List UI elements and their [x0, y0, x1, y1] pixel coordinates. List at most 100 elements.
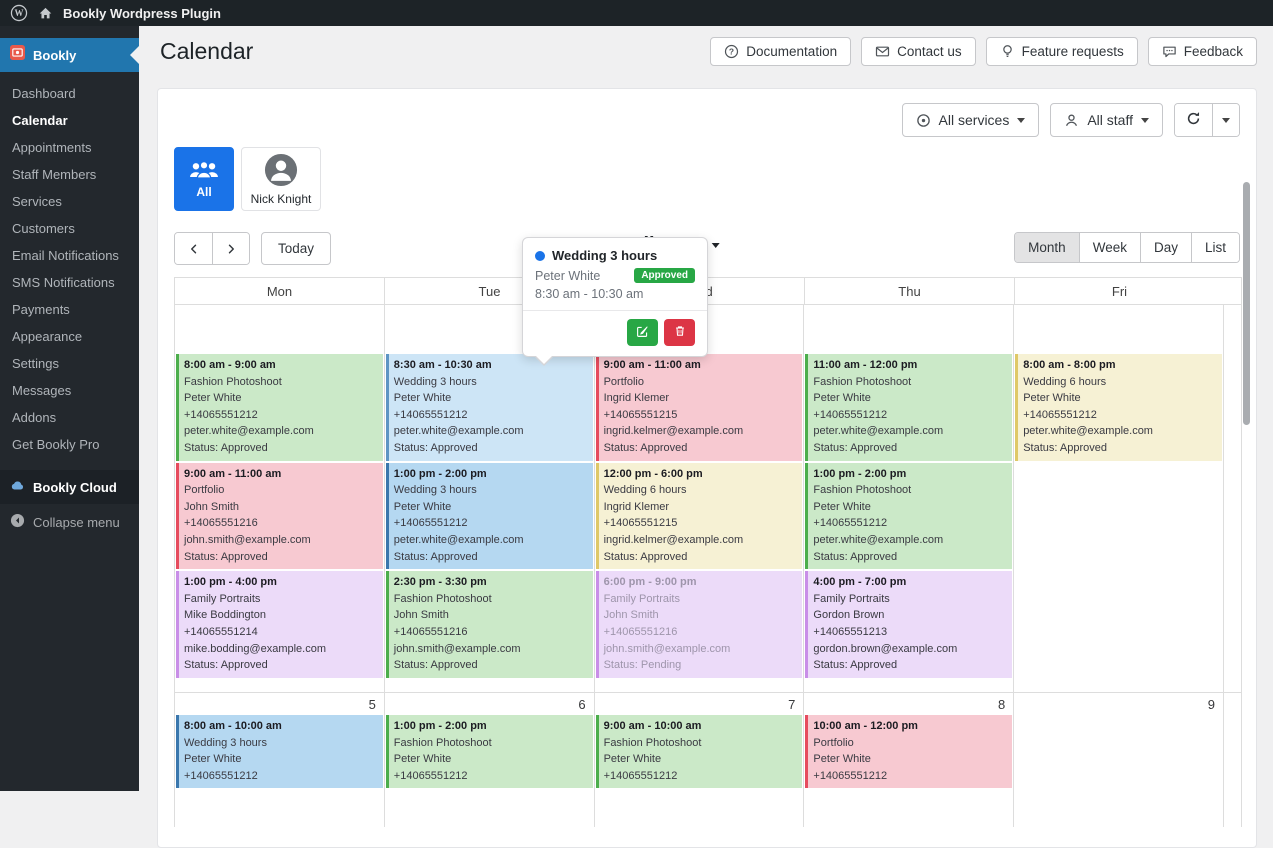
- event-customer: John Smith: [393, 609, 449, 622]
- day-cell[interactable]: 8:00 am - 8:00 pm Wedding 6 hours Peter Wh…: [1014, 305, 1224, 692]
- contact-us-button[interactable]: Contact us: [861, 37, 976, 66]
- sidebar-item-payments[interactable]: Payments: [12, 302, 70, 317]
- view-button-month[interactable]: Month: [1015, 233, 1079, 262]
- refresh-button-group: [1174, 103, 1240, 137]
- event-email: john.smith@example.com: [393, 642, 521, 655]
- calendar-event[interactable]: 4:00 pm - 7:00 pm Family Portraits Gordon …: [805, 571, 1013, 678]
- main-content: Calendar ? Documentation Contact us Feature…: [139, 26, 1273, 848]
- date-number: 9: [1207, 697, 1215, 712]
- prev-button[interactable]: [175, 233, 212, 264]
- refresh-button[interactable]: [1175, 104, 1212, 136]
- site-name[interactable]: Bookly Wordpress Plugin: [63, 5, 221, 21]
- sidebar-item-settings[interactable]: Settings: [12, 356, 59, 371]
- sidebar-item-addons[interactable]: Addons: [12, 410, 57, 425]
- day-cell[interactable]: 9:00 am - 11:00 am Portfolio Ingrid Klemer…: [595, 305, 805, 692]
- calendar-event[interactable]: 1:00 pm - 2:00 pm Fashion Photoshoot Peter…: [385, 715, 593, 789]
- sidebar-item-bookly-cloud[interactable]: Bookly Cloud: [0, 470, 139, 504]
- sidebar-item-customers[interactable]: Customers: [12, 221, 75, 236]
- today-button[interactable]: Today: [261, 232, 332, 265]
- day-cell[interactable]: 8 10:00 am - 12:00 pm Portfolio Peter White…: [804, 693, 1015, 827]
- event-customer: Ingrid Klemer: [603, 392, 670, 405]
- day-cell[interactable]: 8:00 am - 9:00 am Fashion Photoshoot Peter…: [175, 305, 385, 692]
- day-cell[interactable]: 5 8:00 am - 10:00 am Wedding 3 hours Peter …: [175, 693, 385, 827]
- admin-sidebar: Bookly Dashboard Calendar Appointments Staf…: [0, 26, 139, 791]
- event-customer: Gordon Brown: [813, 609, 885, 622]
- refresh-options-button[interactable]: [1212, 104, 1239, 136]
- sidebar-item-appointments[interactable]: Appointments: [12, 140, 92, 155]
- event-status: Status: Approved: [813, 659, 898, 672]
- view-switcher: Month Week Day List: [1014, 232, 1240, 263]
- event-phone: +14065551212: [1023, 408, 1097, 421]
- calendar-event[interactable]: 1:00 pm - 4:00 pm Family Portraits Mike Bo…: [176, 571, 383, 678]
- day-cell[interactable]: 6 1:00 pm - 2:00 pm Fashion Photoshoot Pete…: [385, 693, 595, 827]
- calendar-event[interactable]: 1:00 pm - 2:00 pm Wedding 3 hours Peter Wh…: [385, 462, 593, 570]
- sidebar-item-get-bookly-pro[interactable]: Get Bookly Pro: [12, 437, 100, 452]
- sidebar-item-messages[interactable]: Messages: [12, 383, 72, 398]
- sidebar-item-staff-members[interactable]: Staff Members: [12, 167, 97, 182]
- view-button-list[interactable]: List: [1190, 233, 1239, 262]
- sidebar-item-calendar[interactable]: Calendar: [12, 113, 68, 128]
- event-service: Family Portraits: [184, 592, 261, 605]
- next-button[interactable]: [212, 233, 249, 264]
- staff-tab-label: Nick Knight: [250, 191, 312, 206]
- calendar-scrollbar[interactable]: [1243, 182, 1250, 425]
- event-time: 8:00 am - 9:00 am: [184, 359, 276, 371]
- delete-appointment-button[interactable]: [664, 319, 695, 346]
- sidebar-item-dashboard[interactable]: Dashboard: [12, 86, 76, 101]
- documentation-button[interactable]: ? Documentation: [710, 37, 852, 66]
- event-service: Fashion Photoshoot: [603, 736, 702, 749]
- sidebar-item-sms-notifications[interactable]: SMS Notifications: [12, 275, 115, 290]
- event-time: 9:00 am - 11:00 am: [603, 359, 701, 371]
- event-status: Status: Approved: [184, 550, 268, 563]
- day-cell[interactable]: 9: [1014, 693, 1224, 827]
- date-number: 7: [788, 697, 796, 712]
- caret-down-icon: [1141, 117, 1149, 123]
- header-buttons: ? Documentation Contact us Feature requests…: [710, 37, 1257, 66]
- calendar-event[interactable]: 8:00 am - 9:00 am Fashion Photoshoot Peter…: [176, 354, 383, 461]
- view-button-week[interactable]: Week: [1078, 233, 1140, 262]
- sidebar-item-services[interactable]: Services: [12, 194, 62, 209]
- feature-requests-button[interactable]: Feature requests: [985, 37, 1138, 66]
- event-time: 1:00 pm - 2:00 pm: [813, 467, 907, 480]
- day-cell[interactable]: 11:00 am - 12:00 pm Fashion Photoshoot Pet…: [804, 305, 1015, 692]
- home-icon[interactable]: [38, 6, 53, 21]
- calendar-event[interactable]: 8:00 am - 8:00 pm Wedding 6 hours Peter Wh…: [1015, 354, 1222, 461]
- collapse-menu-button[interactable]: Collapse menu: [0, 504, 139, 540]
- edit-appointment-button[interactable]: [627, 319, 658, 346]
- sidebar-item-email-notifications[interactable]: Email Notifications: [12, 248, 119, 263]
- staff-tab-nick-knight[interactable]: Nick Knight: [241, 147, 321, 211]
- event-service: Fashion Photoshoot: [393, 592, 492, 605]
- calendar-event[interactable]: 9:00 am - 11:00 am Portfolio Ingrid Klemer…: [595, 354, 803, 461]
- staff-filter-dropdown[interactable]: All staff: [1050, 103, 1163, 137]
- feedback-button[interactable]: Feedback: [1147, 37, 1257, 66]
- event-phone: +14065551213: [813, 625, 888, 638]
- calendar-event[interactable]: 11:00 am - 12:00 pm Fashion Photoshoot Pet…: [805, 354, 1013, 461]
- caret-down-icon: [1017, 117, 1026, 123]
- event-phone: +14065551212: [393, 517, 468, 530]
- calendar-event[interactable]: 8:30 am - 10:30 am Wedding 3 hours Peter W…: [385, 354, 593, 461]
- event-customer: Peter White: [603, 753, 662, 766]
- calendar-event[interactable]: 2:30 pm - 3:30 pm Fashion Photoshoot John …: [385, 571, 593, 678]
- event-customer: Peter White: [1023, 392, 1081, 405]
- calendar-event[interactable]: 1:00 pm - 2:00 pm Fashion Photoshoot Peter…: [805, 462, 1013, 570]
- calendar-event[interactable]: 6:00 pm - 9:00 pm Family Portraits John Sm…: [595, 571, 803, 678]
- staff-tab-all[interactable]: All: [174, 147, 234, 211]
- calendar-event[interactable]: 8:00 am - 10:00 am Wedding 3 hours Peter W…: [176, 715, 383, 789]
- target-icon: [916, 113, 931, 128]
- sidebar-item-bookly[interactable]: Bookly: [0, 38, 139, 72]
- date-number: 6: [578, 697, 586, 712]
- popover-service-name: Wedding 3 hours: [552, 248, 658, 263]
- wordpress-logo-icon[interactable]: W: [10, 4, 28, 22]
- calendar-event[interactable]: 12:00 pm - 6:00 pm Wedding 6 hours Ingrid …: [595, 462, 803, 570]
- day-cell[interactable]: 8:30 am - 10:30 am Wedding 3 hours Peter W…: [385, 305, 595, 692]
- calendar-event[interactable]: 10:00 am - 12:00 pm Portfolio Peter White +…: [805, 715, 1013, 789]
- event-service: Portfolio: [184, 484, 225, 497]
- services-filter-dropdown[interactable]: All services: [901, 103, 1040, 137]
- sidebar-item-appearance[interactable]: Appearance: [12, 329, 83, 344]
- view-button-day[interactable]: Day: [1139, 233, 1191, 262]
- day-cell[interactable]: 7 9:00 am - 10:00 am Fashion Photoshoot Pet…: [595, 693, 805, 827]
- calendar-event[interactable]: 9:00 am - 10:00 am Fashion Photoshoot Pete…: [595, 715, 803, 789]
- event-customer: John Smith: [184, 500, 240, 513]
- page-title: Calendar: [160, 38, 254, 64]
- calendar-event[interactable]: 9:00 am - 11:00 am Portfolio John Smith +14…: [176, 462, 383, 570]
